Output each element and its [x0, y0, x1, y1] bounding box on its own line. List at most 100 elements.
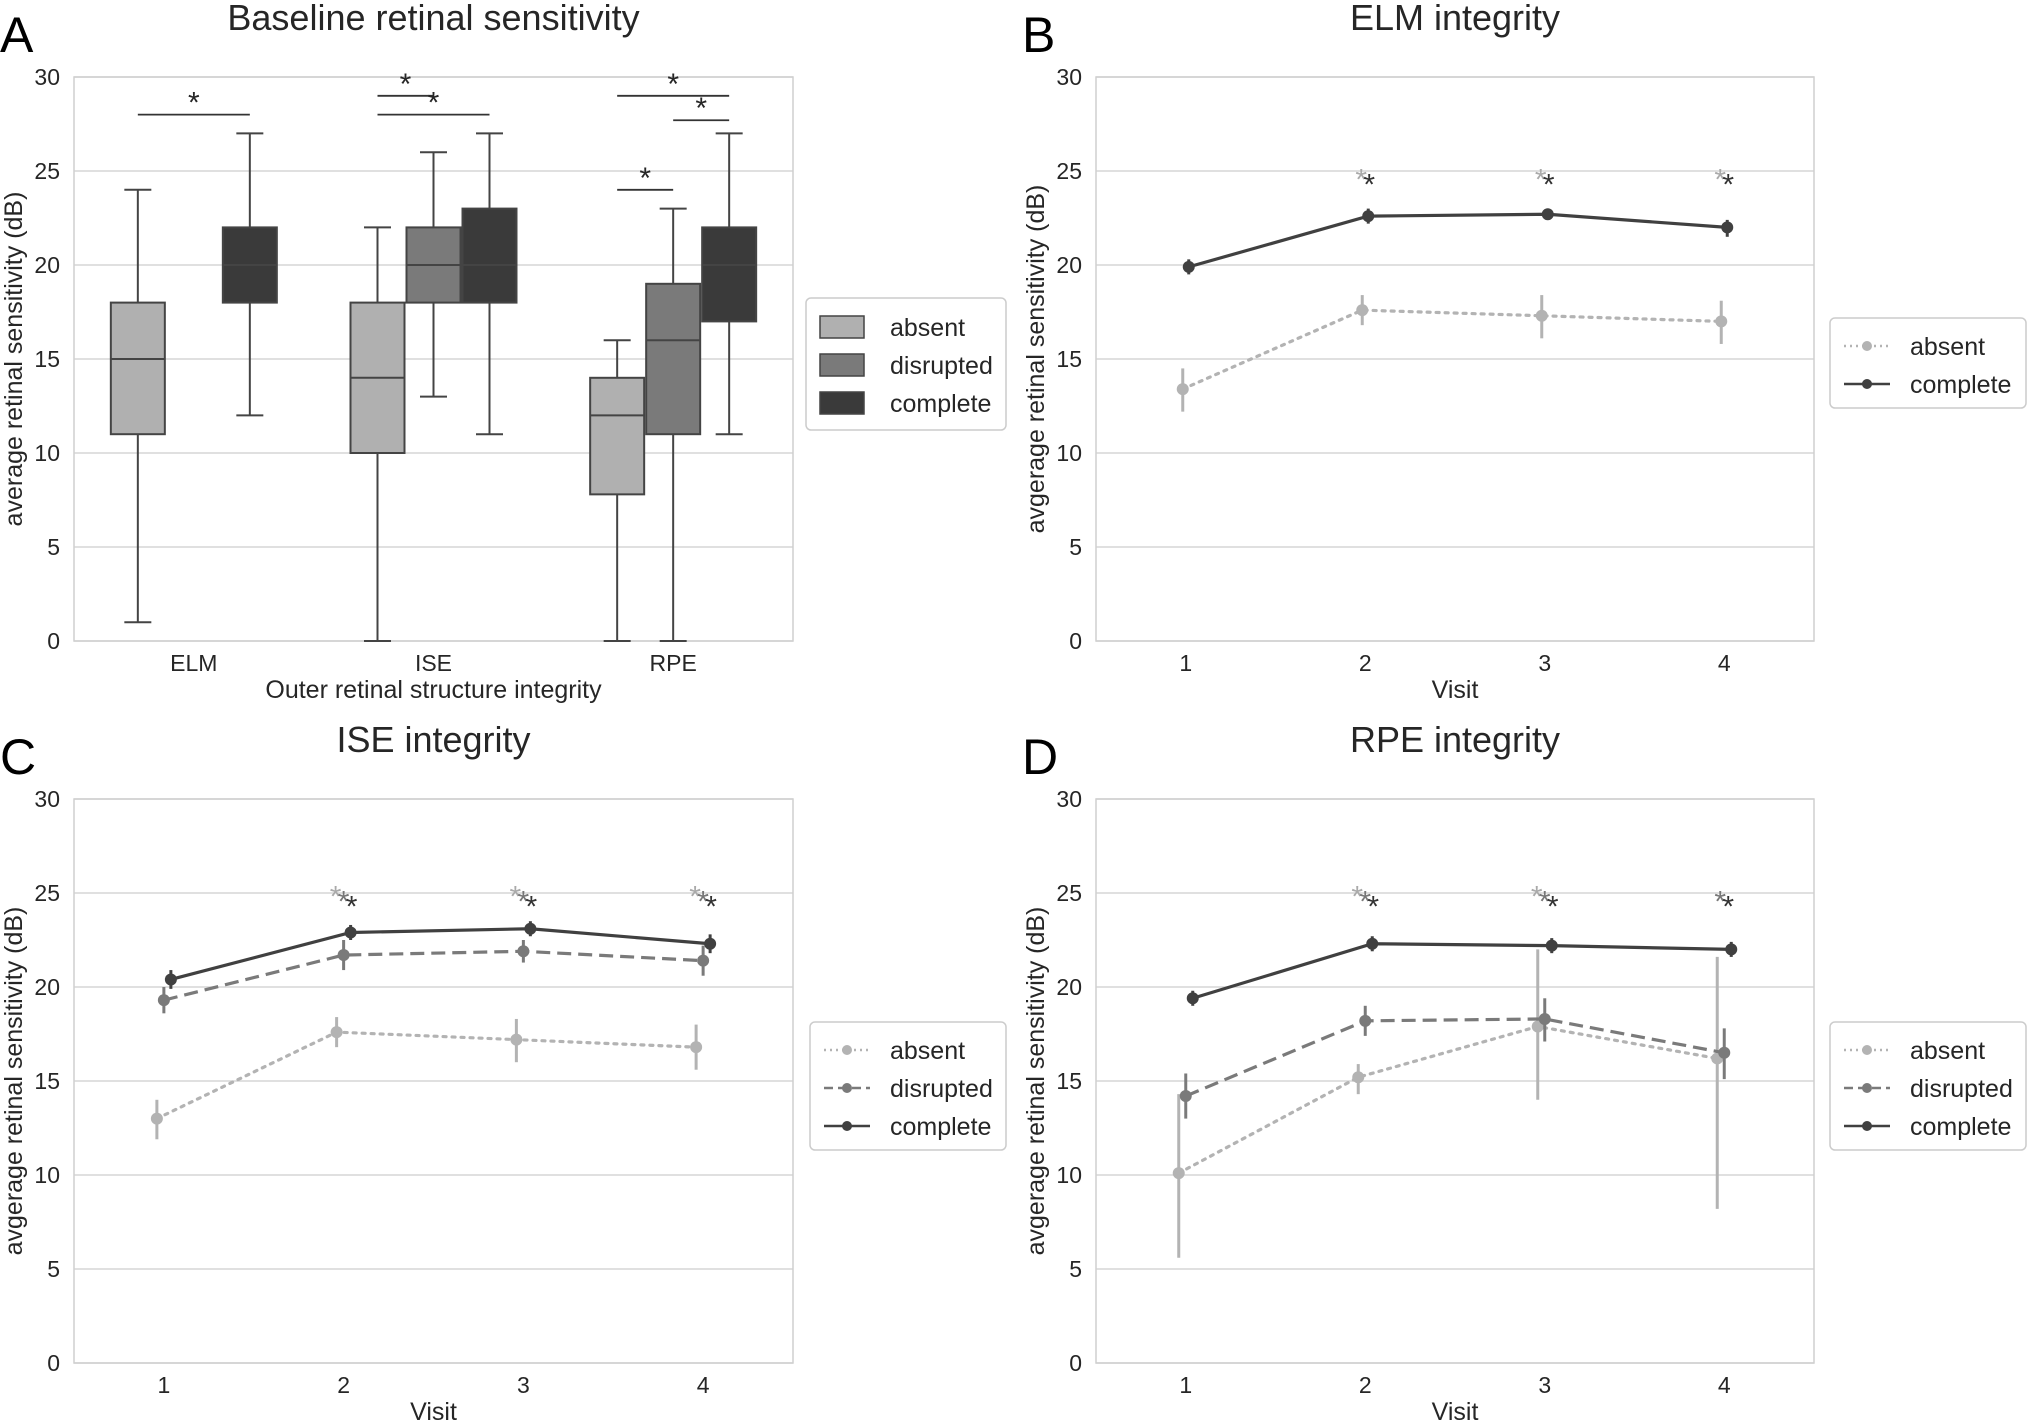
data-point	[1715, 315, 1728, 328]
significance-star: *	[330, 880, 342, 913]
legend-marker-disrupted	[842, 1083, 852, 1093]
x-tick-label: RPE	[650, 650, 697, 676]
y-tick-label: 5	[47, 534, 60, 560]
significance-star: *	[1714, 885, 1726, 918]
data-point	[510, 1033, 523, 1046]
legend-label-disrupted: disrupted	[1910, 1075, 2013, 1103]
panel-b: B 0 5 10 15 20 25 30 ELM integrity Visit avgerage …	[1022, 0, 2027, 704]
x-axis-label: Visit	[1432, 1398, 1479, 1426]
box-ise-absent	[349, 226, 406, 642]
significance-star: *	[1714, 163, 1726, 196]
data-point	[1362, 210, 1375, 223]
data-point	[517, 945, 530, 958]
box-elm-absent	[109, 188, 166, 624]
significance-star: *	[639, 162, 651, 195]
box-ise-complete	[461, 132, 518, 436]
significance-star: *	[1543, 168, 1555, 201]
significance-star: *	[697, 885, 709, 918]
legend-frame	[809, 1021, 1007, 1151]
data-point	[697, 954, 710, 967]
legend-label-complete: complete	[890, 390, 991, 418]
significance-star: *	[1359, 885, 1371, 918]
significance-star: *	[428, 87, 440, 120]
data-point	[164, 973, 177, 986]
legend-frame	[1829, 1021, 2027, 1151]
data-point	[1366, 937, 1379, 950]
series-absent	[1176, 295, 1728, 412]
axes-frame	[1095, 798, 1815, 1364]
panel-title: ISE integrity	[336, 719, 530, 760]
y-tick-label: 15	[34, 346, 60, 372]
data-point	[1535, 309, 1548, 322]
box-iqr	[109, 301, 166, 436]
x-axis-label: Outer retinal structure integrity	[265, 676, 602, 704]
axes-frame	[1095, 76, 1815, 642]
data-point	[1718, 1046, 1731, 1059]
y-tick-label: 0	[1069, 1350, 1082, 1376]
legend-swatch-disrupted	[819, 353, 865, 377]
significance-star: *	[1535, 163, 1547, 196]
x-tick-label: 4	[1718, 650, 1731, 676]
axes-frame	[73, 798, 794, 1364]
y-axis-label: average retinal sensitivity (dB)	[0, 192, 28, 527]
y-tick-label: 15	[1056, 1068, 1082, 1094]
x-tick-label: 4	[697, 1372, 710, 1398]
legend-swatch-complete	[819, 391, 865, 415]
x-tick-label: 2	[1359, 650, 1372, 676]
y-tick-label: 25	[1056, 158, 1082, 184]
box-iqr	[461, 207, 518, 304]
significance-star: *	[518, 885, 530, 918]
series-complete	[164, 921, 717, 989]
y-tick-label: 10	[34, 440, 60, 466]
series-line	[155, 1030, 698, 1121]
y-tick-label: 15	[34, 1068, 60, 1094]
legend-marker-absent	[1862, 341, 1872, 351]
x-tick-label: 1	[157, 1372, 170, 1398]
data-point	[1182, 260, 1195, 273]
y-tick-label: 25	[34, 158, 60, 184]
legend-marker-complete	[842, 1121, 852, 1131]
significance-star: *	[1351, 880, 1363, 913]
panel-d: D 0 5 10 15 20 25 30 RPE integrity Visit avgerage …	[1022, 719, 2027, 1426]
data-point	[330, 1026, 343, 1039]
panel-letter: A	[0, 7, 34, 63]
panel-title: Baseline retinal sensitivity	[227, 0, 639, 38]
legend: absent disrupted complete	[809, 1021, 1007, 1151]
y-tick-label: 0	[1069, 628, 1082, 654]
y-tick-label: 5	[47, 1256, 60, 1282]
y-tick-label: 25	[1056, 880, 1082, 906]
significance-star: *	[1539, 885, 1551, 918]
significance-star: *	[695, 92, 707, 125]
y-tick-label: 0	[47, 628, 60, 654]
legend: absent disrupted complete	[805, 297, 1007, 431]
box-rpe-complete	[701, 132, 758, 436]
significance-star: *	[1722, 890, 1734, 923]
box-iqr	[645, 282, 702, 436]
data-point	[1541, 208, 1554, 221]
series-line	[163, 949, 704, 1002]
box-rpe-disrupted	[645, 207, 702, 642]
panel-letter: C	[0, 729, 36, 785]
legend-marker-complete	[1862, 379, 1872, 389]
y-axis-label: avgerage retinal sensitivity (dB)	[1022, 907, 1050, 1256]
y-tick-label: 10	[1056, 440, 1082, 466]
legend-swatch-absent	[819, 315, 865, 339]
significance-star: *	[400, 68, 412, 101]
data-point	[524, 922, 537, 935]
panel-c: C 0 5 10 15 20 25 30 ISE integrity Visit avgerage …	[0, 719, 1007, 1426]
data-point	[1538, 1012, 1551, 1025]
series-absent	[1172, 949, 1724, 1258]
legend-marker-absent	[842, 1045, 852, 1055]
significance-star: *	[689, 880, 701, 913]
series-line	[1181, 308, 1723, 391]
significance-star: *	[338, 885, 350, 918]
data-point	[1179, 1090, 1192, 1103]
series-line	[170, 927, 711, 982]
y-tick-label: 20	[34, 974, 60, 1000]
data-point	[150, 1112, 163, 1125]
x-tick-label: ISE	[415, 650, 452, 676]
significance-star: *	[1367, 890, 1379, 923]
significance-star: *	[667, 68, 679, 101]
data-point	[157, 994, 170, 1007]
